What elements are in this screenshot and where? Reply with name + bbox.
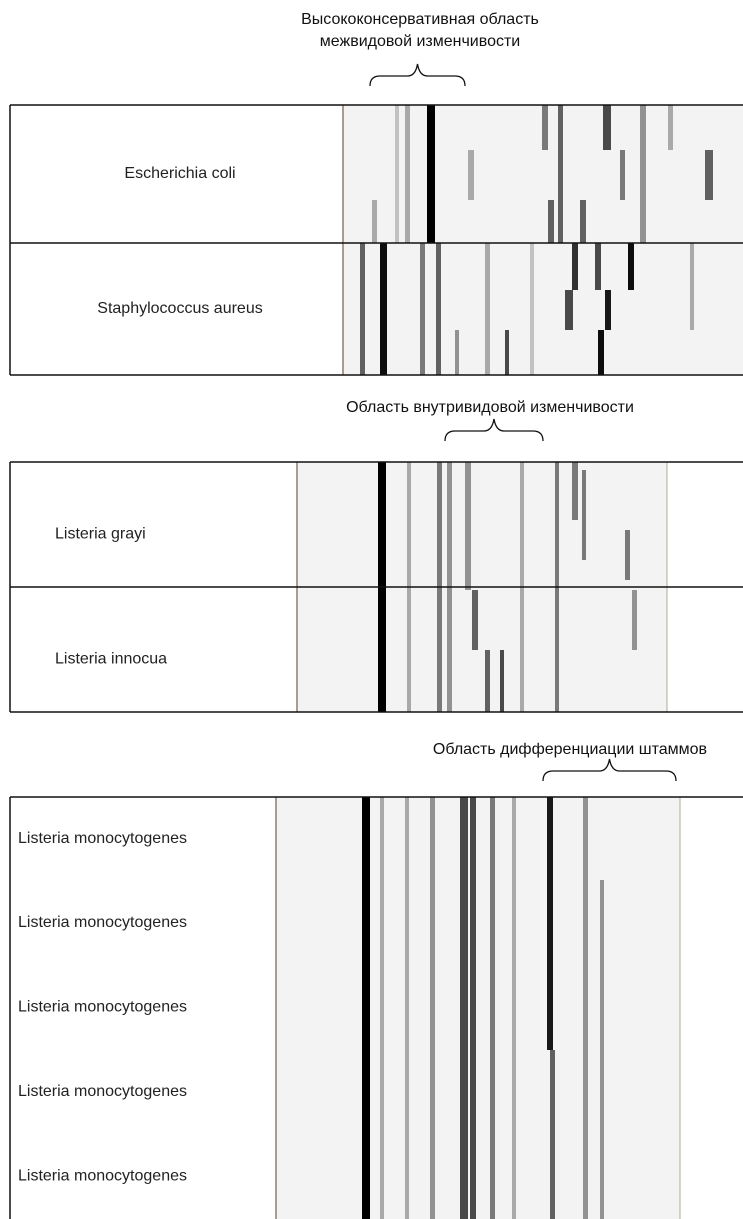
band [580,200,586,243]
row-label: Escherichia coli [124,165,235,182]
row-label: Listeria monocytogenes [18,999,187,1016]
band [628,243,634,290]
band [668,105,673,150]
band [468,150,474,200]
row-label: Staphylococcus aureus [97,300,262,317]
band [405,797,409,1219]
band [548,200,554,243]
band [362,797,370,1219]
band [572,243,578,290]
band [380,243,387,375]
band [625,530,630,580]
band [550,1050,555,1219]
page: Высококонсервативная область межвидовой и… [0,0,743,1219]
band [436,243,441,375]
band [512,797,516,1219]
band [600,880,604,1219]
row-label: Listeria monocytogenes [18,914,187,931]
caption: межвидовой изменчивости [320,33,520,50]
band [395,105,399,243]
band [705,150,713,200]
row-label: Listeria monocytogenes [18,1168,187,1185]
band [565,290,573,330]
band [485,650,490,712]
caption: Высококонсервативная область [301,11,539,28]
band [360,243,365,375]
band [547,797,553,1050]
band [470,797,476,1219]
row-label: Listeria monocytogenes [18,1083,187,1100]
band [603,105,611,150]
band [465,462,471,590]
bracket [543,759,676,781]
band [583,797,588,1219]
band [542,105,548,150]
band [472,590,478,650]
band [405,105,410,243]
band [582,470,586,560]
band [455,330,459,375]
band [690,243,694,330]
band [605,290,611,330]
row-label: Listeria innocua [55,651,167,668]
caption: Область внутривидовой изменчивости [346,399,634,416]
band [420,243,425,375]
figure: Высококонсервативная область межвидовой и… [0,0,743,1219]
band [572,462,578,520]
band [430,797,435,1219]
band [500,650,504,712]
bracket [445,419,543,441]
band [427,105,435,243]
row-label: Listeria monocytogenes [18,830,187,847]
row-label: Listeria grayi [55,526,146,543]
band [490,797,495,1219]
band [505,330,509,375]
band [380,797,384,1219]
caption: Область дифференциации штаммов [433,741,707,758]
band [620,150,625,200]
band [632,590,637,650]
band [372,200,377,243]
band [485,243,490,375]
band [640,105,646,243]
band [460,797,468,1219]
band [558,105,563,243]
bracket [370,64,465,86]
band-area [276,797,680,1219]
band [530,243,534,375]
band [598,330,604,375]
band [595,243,601,290]
